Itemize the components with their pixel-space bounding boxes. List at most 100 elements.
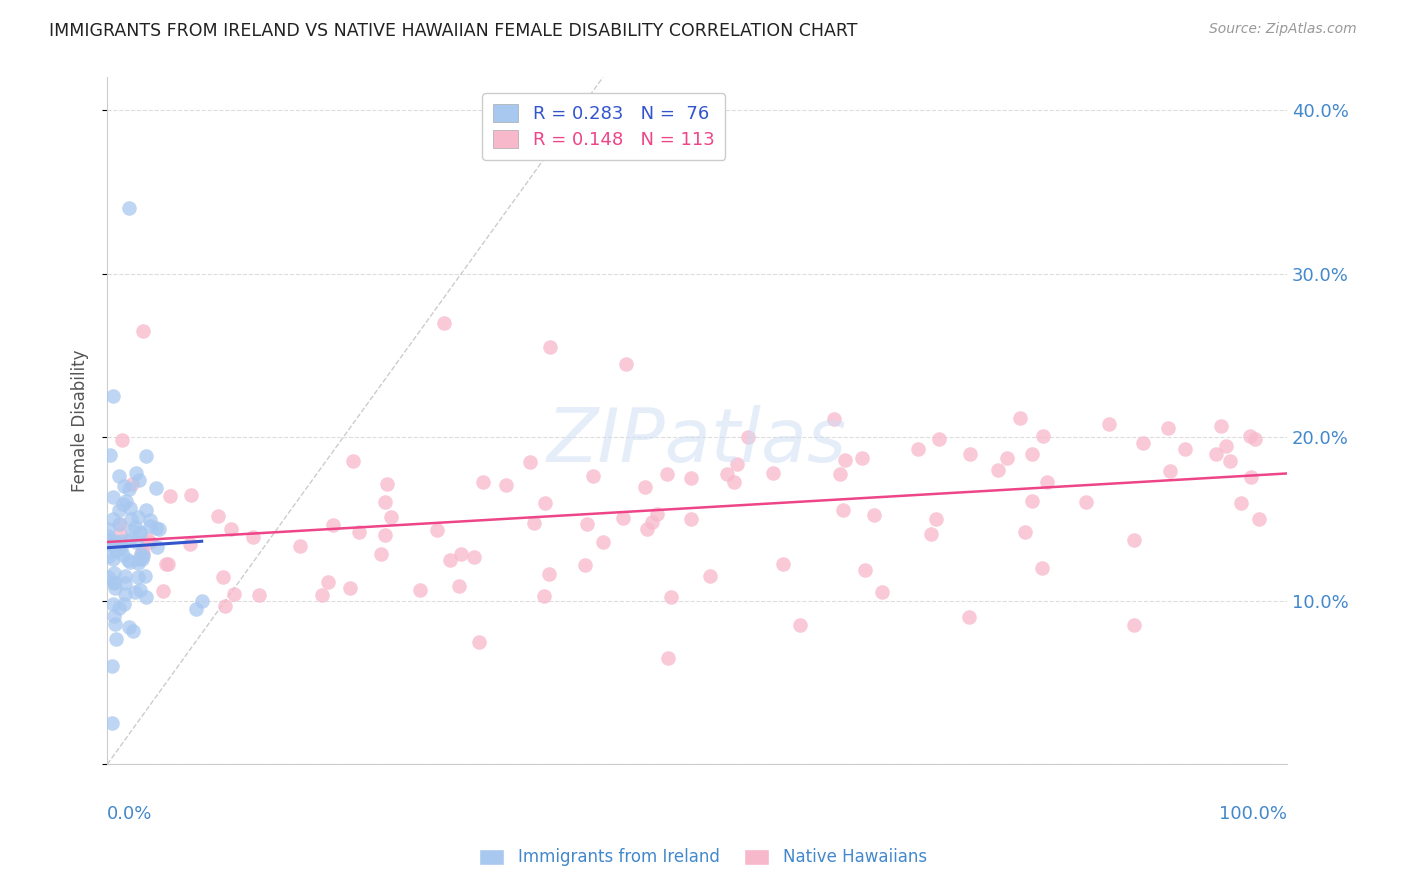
Point xyxy=(120,512,142,526)
Point xyxy=(111,534,134,549)
Point xyxy=(219,522,242,536)
Point xyxy=(112,597,135,611)
Point xyxy=(103,389,125,403)
Point xyxy=(190,593,212,607)
Point xyxy=(104,534,127,549)
Point xyxy=(574,558,596,573)
Point xyxy=(1074,495,1097,509)
Point xyxy=(111,433,134,447)
Point xyxy=(114,587,136,601)
Point xyxy=(132,549,155,563)
Point xyxy=(139,519,162,533)
Point xyxy=(920,526,942,541)
Y-axis label: Female Disability: Female Disability xyxy=(72,350,89,492)
Point xyxy=(468,634,491,648)
Point xyxy=(311,588,333,602)
Point xyxy=(834,453,856,467)
Point xyxy=(121,477,143,491)
Point xyxy=(214,599,236,614)
Point xyxy=(519,454,541,468)
Point xyxy=(582,469,605,483)
Point xyxy=(928,432,950,446)
Point xyxy=(523,516,546,530)
Point xyxy=(112,479,135,493)
Point xyxy=(145,540,167,554)
Point xyxy=(495,478,517,492)
Point xyxy=(155,557,177,571)
Point xyxy=(97,522,120,536)
Point xyxy=(725,457,748,471)
Point xyxy=(1008,411,1031,425)
Point xyxy=(104,544,127,558)
Legend: R = 0.283   N =  76, R = 0.148   N = 113: R = 0.283 N = 76, R = 0.148 N = 113 xyxy=(482,94,725,160)
Point xyxy=(247,588,270,602)
Point xyxy=(439,552,461,566)
Point xyxy=(98,549,121,563)
Point xyxy=(636,522,658,536)
Point xyxy=(122,624,145,639)
Point xyxy=(117,201,139,215)
Point xyxy=(127,570,149,584)
Point xyxy=(156,557,179,571)
Point xyxy=(322,518,344,533)
Point xyxy=(103,608,125,623)
Point xyxy=(129,582,152,597)
Point xyxy=(1031,561,1053,575)
Point xyxy=(1157,421,1180,435)
Point xyxy=(959,447,981,461)
Point xyxy=(1159,465,1181,479)
Point xyxy=(1021,493,1043,508)
Text: 100.0%: 100.0% xyxy=(1219,805,1286,823)
Point xyxy=(342,454,364,468)
Point xyxy=(1036,475,1059,489)
Point xyxy=(135,591,157,605)
Text: IMMIGRANTS FROM IRELAND VS NATIVE HAWAIIAN FEMALE DISABILITY CORRELATION CHART: IMMIGRANTS FROM IRELAND VS NATIVE HAWAII… xyxy=(49,22,858,40)
Point xyxy=(120,501,142,516)
Point xyxy=(148,523,170,537)
Point xyxy=(737,429,759,443)
Point xyxy=(135,532,157,546)
Point xyxy=(242,530,264,544)
Point xyxy=(108,601,131,615)
Point xyxy=(288,539,311,553)
Point xyxy=(987,463,1010,477)
Point xyxy=(1021,447,1043,461)
Point xyxy=(463,549,485,564)
Point xyxy=(131,545,153,559)
Point xyxy=(124,520,146,534)
Point xyxy=(907,442,929,457)
Point xyxy=(1244,433,1267,447)
Point xyxy=(224,586,246,600)
Point xyxy=(995,450,1018,465)
Point xyxy=(640,515,662,529)
Point xyxy=(159,489,181,503)
Point xyxy=(103,490,125,504)
Point xyxy=(101,716,124,731)
Point xyxy=(103,574,125,589)
Point xyxy=(97,533,120,547)
Point xyxy=(118,482,141,496)
Point xyxy=(111,549,134,563)
Point xyxy=(339,581,361,595)
Point xyxy=(450,547,472,561)
Point xyxy=(121,524,143,538)
Point xyxy=(533,496,555,510)
Point xyxy=(853,563,876,577)
Point xyxy=(132,545,155,559)
Point xyxy=(135,503,157,517)
Point xyxy=(1215,439,1237,453)
Point xyxy=(108,539,131,553)
Point xyxy=(645,507,668,521)
Legend: Immigrants from Ireland, Native Hawaiians: Immigrants from Ireland, Native Hawaiian… xyxy=(472,842,934,873)
Point xyxy=(830,467,852,481)
Point xyxy=(716,467,738,481)
Point xyxy=(1132,436,1154,450)
Point xyxy=(374,494,396,508)
Point xyxy=(316,574,339,589)
Point xyxy=(375,477,398,491)
Point xyxy=(131,547,153,561)
Point xyxy=(125,534,148,549)
Point xyxy=(538,340,561,354)
Point xyxy=(184,602,207,616)
Point xyxy=(138,513,160,527)
